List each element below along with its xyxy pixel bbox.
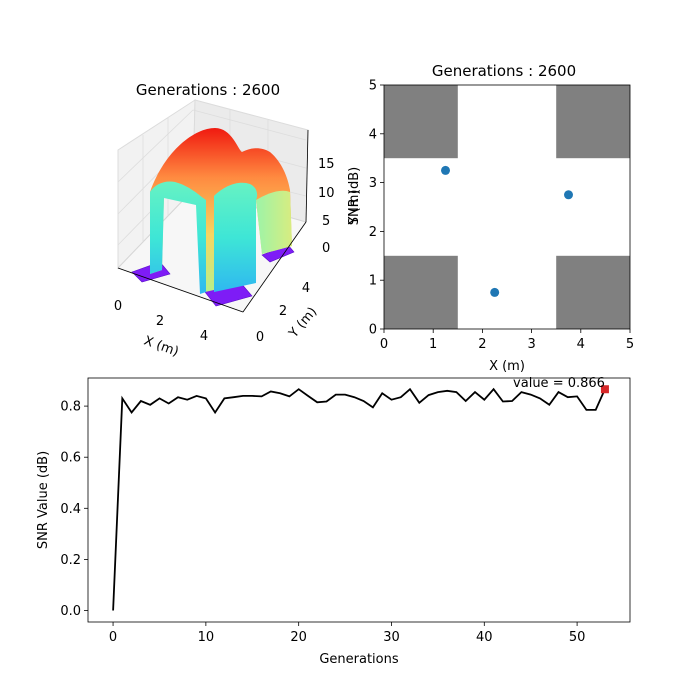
scatter-point [490,287,500,297]
obstacle-block [556,255,630,329]
x-axis-line [117,267,244,313]
y-tick-label: 0.2 [60,553,81,568]
x-tick-label: 30 [383,630,400,645]
y-tick-label: 0.6 [60,451,81,466]
y-tick-label: 4 [369,127,377,142]
y-ticks: 0.0 0.2 0.4 0.6 0.8 [60,400,88,619]
snr-series-line [112,387,606,611]
line-plot: 0 10 20 30 40 50 0.0 0.2 0.4 0.6 0.8 value = 0.86… [36,376,631,667]
x-tick-label: 1 [429,337,437,352]
surface-title: Generations : 2600 [136,81,280,99]
surface-3d-plot: Generations : 2600 [114,81,335,360]
x-tick-label: 0 [109,630,117,645]
y-ticks: 0 1 2 3 4 5 [369,79,384,338]
x-tick-label: 40 [476,630,493,645]
x-ticks: 0 1 2 3 4 5 [380,329,634,352]
y-tick-label: 0 [369,323,377,338]
y-tick-label: 0 [256,330,264,345]
point-group [441,165,573,297]
x-tick-label: 2 [478,337,486,352]
obstacle-block [384,255,458,329]
x-tick-label: 2 [156,314,164,329]
z-axis-line [305,129,309,223]
y-tick-label: 3 [369,176,377,191]
x-tick-label: 0 [380,337,388,352]
y-tick-label: 0.0 [60,604,81,619]
scatter-frame [383,84,631,330]
current-value-marker [600,385,609,394]
obstacle-block [384,85,458,159]
scatter-x-axis-label: X (m) [489,359,525,374]
x-tick-label: 20 [290,630,307,645]
x-tick-label: 3 [527,337,535,352]
y-tick-label: 2 [369,225,377,240]
line-plot-frame [87,377,631,623]
scatter-point [441,165,450,175]
snr-axis-label-overlap: SNR (dB) [347,167,362,225]
y-tick-label: 0.8 [60,400,81,415]
surface-top [150,128,292,292]
x-tick-label: 0 [114,299,122,314]
surface-side-face [256,190,292,254]
value-annotation: value = 0.866 [513,376,605,391]
z-tick-label: 0 [322,241,330,256]
z-tick-label: 15 [318,157,335,172]
surface-front-face [214,182,258,292]
obstacle-block [556,85,630,159]
x-tick-label: 4 [577,337,585,352]
scatter-point [564,190,573,200]
x-ticks: 0 10 20 30 40 50 [109,622,585,645]
y-axis-line [242,221,307,313]
y-tick-label: 1 [369,274,377,289]
surface-front-face [150,181,206,294]
y-tick-label: 0.4 [60,502,81,517]
y-tick-label: 5 [369,79,377,94]
y-tick-label: 2 [279,304,287,319]
line-y-axis-label: SNR Value (dB) [36,451,51,549]
x-tick-label: 50 [569,630,586,645]
line-x-axis-label: Generations [319,652,399,667]
y-tick-label: 4 [302,281,310,296]
x-tick-label: 5 [626,337,634,352]
x-tick-label: 10 [198,630,215,645]
z-tick-label: 5 [322,214,330,229]
z-tick-label: 10 [318,186,335,201]
scatter-y-axis-label: Y (m) [347,190,362,226]
obstacle-group [384,85,630,329]
x-axis-label: X (m) [142,334,181,360]
scatter-title: Generations : 2600 [432,62,576,80]
y-axis-label: Y (m) [286,305,321,342]
x-tick-label: 4 [200,329,208,344]
scatter-plot: Generations : 2600 0 1 2 3 4 5 0 1 2 3 4 5 X (m) Y… [347,62,634,374]
